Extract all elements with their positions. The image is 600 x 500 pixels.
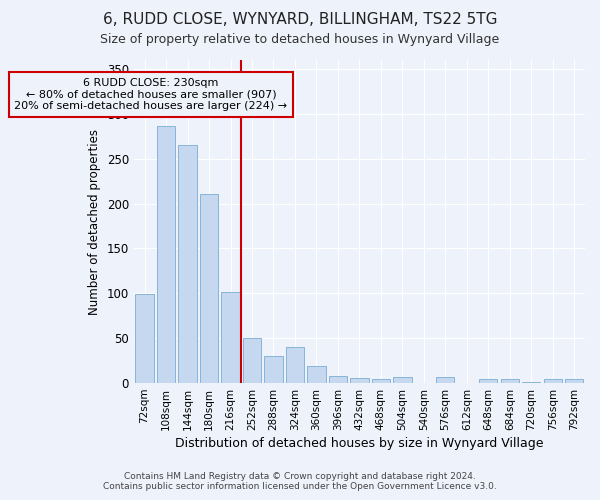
Bar <box>479 378 497 383</box>
Text: Contains HM Land Registry data © Crown copyright and database right 2024.
Contai: Contains HM Land Registry data © Crown c… <box>103 472 497 491</box>
Y-axis label: Number of detached properties: Number of detached properties <box>88 128 101 314</box>
Bar <box>286 347 304 383</box>
Bar <box>157 126 175 383</box>
Bar <box>393 377 412 383</box>
Bar <box>565 380 583 383</box>
Bar <box>350 378 368 383</box>
Bar <box>178 146 197 383</box>
Bar <box>436 377 454 383</box>
Bar <box>200 194 218 383</box>
Bar <box>307 366 326 383</box>
X-axis label: Distribution of detached houses by size in Wynyard Village: Distribution of detached houses by size … <box>175 437 544 450</box>
Bar <box>221 292 239 383</box>
Bar <box>265 356 283 383</box>
Bar <box>136 294 154 383</box>
Bar <box>544 380 562 383</box>
Text: 6, RUDD CLOSE, WYNYARD, BILLINGHAM, TS22 5TG: 6, RUDD CLOSE, WYNYARD, BILLINGHAM, TS22… <box>103 12 497 28</box>
Bar <box>372 378 390 383</box>
Text: Size of property relative to detached houses in Wynyard Village: Size of property relative to detached ho… <box>100 32 500 46</box>
Text: 6 RUDD CLOSE: 230sqm
← 80% of detached houses are smaller (907)
20% of semi-deta: 6 RUDD CLOSE: 230sqm ← 80% of detached h… <box>14 78 287 111</box>
Bar <box>243 338 261 383</box>
Bar <box>522 382 541 383</box>
Bar <box>329 376 347 383</box>
Bar <box>500 378 519 383</box>
